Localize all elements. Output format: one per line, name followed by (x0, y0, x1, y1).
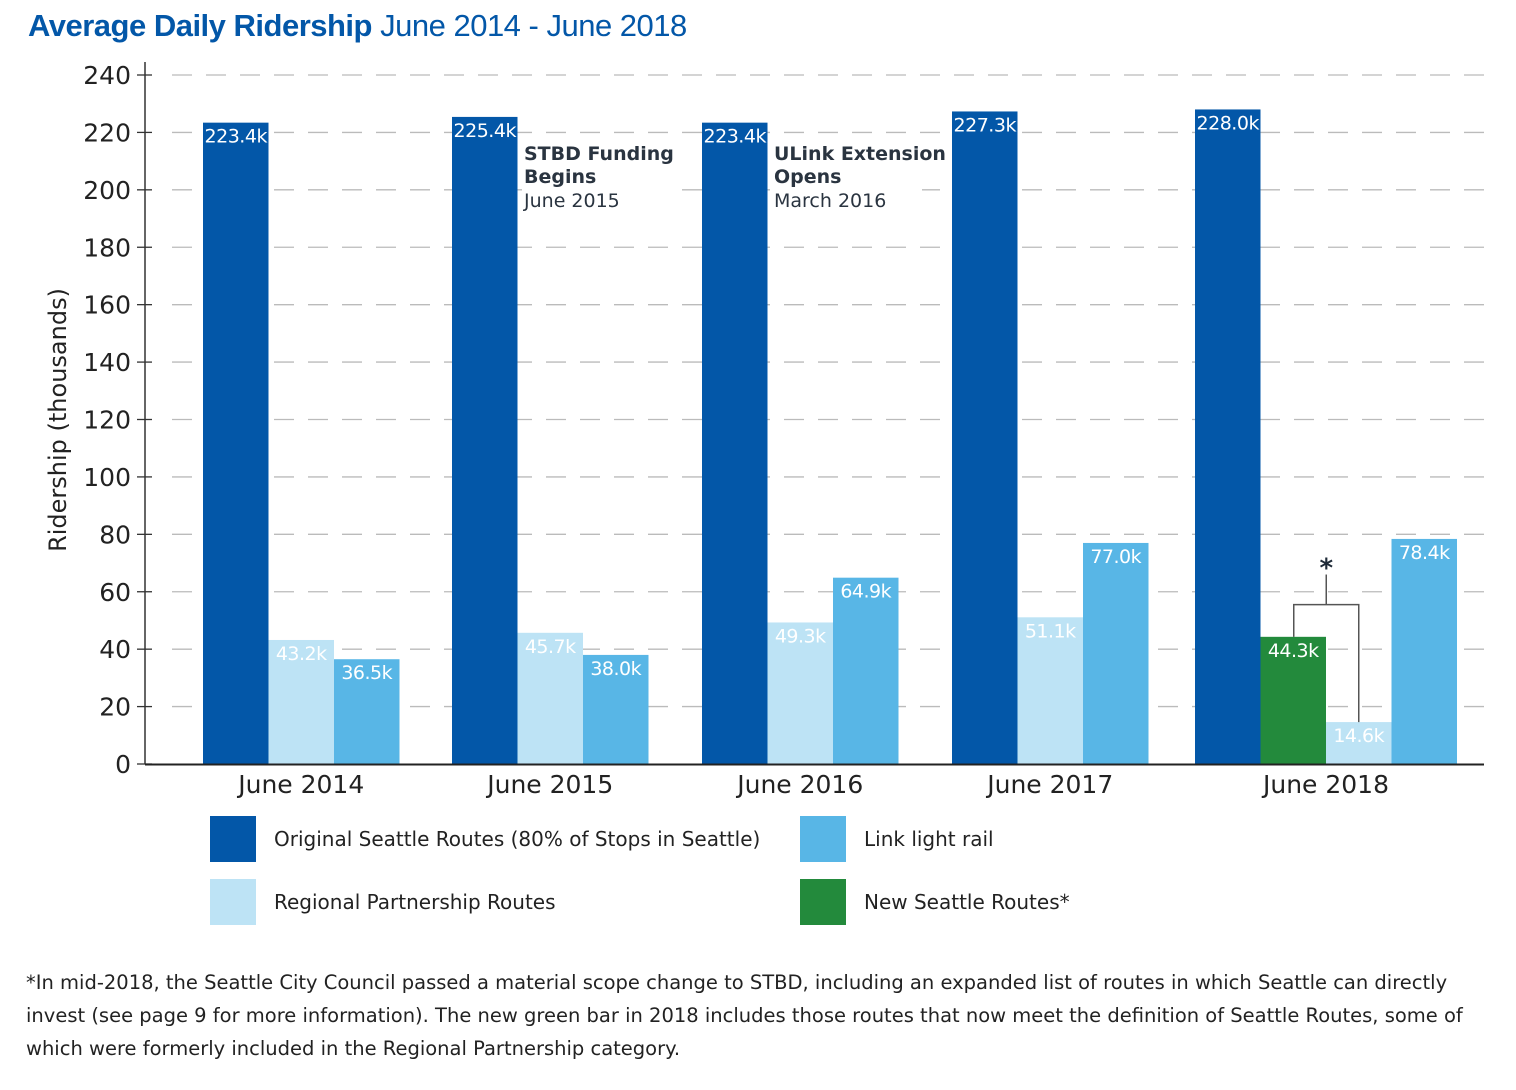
bar (583, 654, 649, 764)
y-tick-label: 80 (99, 520, 131, 549)
legend-swatch (210, 816, 256, 862)
legend-label: Original Seattle Routes (80% of Stops in… (274, 827, 761, 851)
legend-label: New Seattle Routes* (864, 890, 1070, 914)
bar (517, 632, 583, 764)
bar-value-label: 38.0k (590, 658, 641, 680)
legend-item-regional: Regional Partnership Routes (210, 879, 556, 925)
bar (1326, 722, 1392, 764)
annotation-date: March 2016 (774, 190, 886, 212)
y-tick-label: 20 (99, 693, 131, 722)
annotation-title: Begins (524, 166, 596, 188)
bar-value-label: 14.6k (1333, 725, 1384, 747)
x-tick-label: June 2017 (985, 770, 1113, 799)
y-tick-label: 40 (99, 635, 131, 664)
bar (767, 622, 833, 764)
y-axis-label: Ridership (thousands) (44, 288, 72, 552)
footnote: *In mid-2018, the Seattle City Council p… (26, 971, 1463, 1060)
bar-value-label: 77.0k (1090, 546, 1141, 568)
bar-value-label: 78.4k (1399, 542, 1450, 564)
annotation-title: Opens (774, 166, 841, 188)
legend-label: Regional Partnership Routes (274, 890, 556, 914)
bar (833, 577, 899, 764)
x-tick-label: June 2018 (1261, 770, 1389, 799)
x-tick-label: June 2015 (485, 770, 613, 799)
bar (702, 122, 768, 765)
y-tick-label: 0 (115, 750, 131, 779)
bar-value-label: 36.5k (341, 662, 392, 684)
bar (334, 659, 400, 764)
bar-chart: 0 20 40 60 80 100 120 140 160 180 200 220 240 Ridersh… (44, 61, 1484, 799)
annotation-date: June 2015 (523, 190, 620, 212)
legend-item-new-seattle: New Seattle Routes* (800, 879, 1070, 925)
chart-subtitle: June 2014 - June 2018 (380, 8, 687, 43)
bar (452, 116, 518, 764)
legend-item-original: Original Seattle Routes (80% of Stops in… (210, 816, 760, 862)
bar (1260, 636, 1326, 764)
legend-swatch (800, 879, 846, 925)
chart-title-main: Average Daily Ridership (28, 8, 373, 43)
y-tick-label: 220 (83, 118, 131, 147)
y-tick-label: 180 (83, 233, 131, 262)
y-tick-label: 60 (99, 578, 131, 607)
y-tick-label: 160 (83, 291, 131, 320)
legend-item-link: Link light rail (800, 816, 994, 862)
y-tick-label: 240 (83, 61, 131, 90)
bar-value-label: 64.9k (840, 581, 891, 603)
annotation-background (522, 140, 672, 216)
bar-value-label: 43.2k (276, 643, 327, 665)
x-tick-label: June 2014 (236, 770, 364, 799)
bar (1195, 109, 1261, 764)
annotation-title: STBD Funding (524, 143, 674, 165)
annotation-title: ULink Extension (774, 143, 946, 165)
bar-value-label: 225.4k (454, 120, 517, 142)
legend-swatch (800, 816, 846, 862)
x-tick-label: June 2016 (735, 770, 863, 799)
bar (1083, 542, 1149, 764)
annotation-background (772, 140, 922, 216)
legend-swatch (210, 879, 256, 925)
bar-value-label: 223.4k (205, 126, 268, 148)
bar-value-label: 228.0k (1197, 112, 1260, 134)
bar (268, 639, 334, 764)
bracket-asterisk: * (1319, 554, 1333, 584)
bar-value-label: 45.7k (525, 636, 576, 658)
bar-value-label: 51.1k (1025, 620, 1076, 642)
bar (952, 111, 1018, 764)
bracket-line (1293, 603, 1360, 723)
legend-label: Link light rail (864, 827, 994, 851)
bar-value-label: 223.4k (704, 126, 767, 148)
bar (203, 122, 269, 765)
bar (1391, 538, 1457, 764)
bar-value-label: 49.3k (775, 625, 826, 647)
bar-value-label: 227.3k (954, 114, 1017, 136)
bar-value-label: 44.3k (1268, 640, 1319, 662)
y-tick-label: 100 (83, 463, 131, 492)
y-tick-label: 200 (83, 176, 131, 205)
bar (1017, 617, 1083, 764)
y-tick-label: 140 (83, 348, 131, 377)
y-tick-label: 120 (83, 406, 131, 435)
chart-title: Average Daily Ridership June 2014 - June… (28, 8, 687, 44)
